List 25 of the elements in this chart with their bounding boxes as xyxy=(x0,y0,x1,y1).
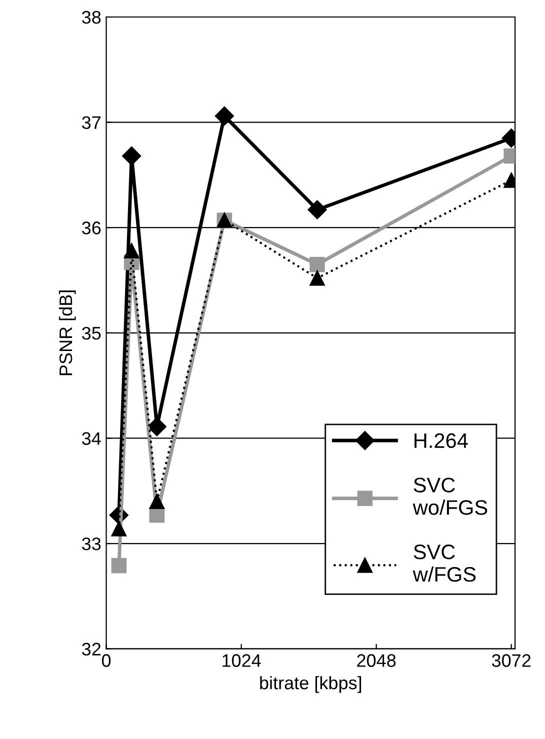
y-tick-label: 33 xyxy=(82,537,101,550)
point xyxy=(111,558,127,574)
y-axis-title: PSNR [dB] xyxy=(58,290,76,376)
point xyxy=(310,270,325,286)
y-tick-label: 35 xyxy=(82,326,101,340)
x-tick-label: 0 xyxy=(102,654,111,667)
y-tick-label: 32 xyxy=(82,642,101,656)
x-axis-title: bitrate [kbps] xyxy=(260,676,362,693)
point xyxy=(308,200,327,220)
y-tick-label: 38 xyxy=(82,10,101,24)
point xyxy=(124,243,140,258)
point xyxy=(149,494,165,510)
point xyxy=(310,256,325,272)
x-tick-label: 1024 xyxy=(222,654,261,667)
y-tick-label: 36 xyxy=(82,222,101,234)
x-tick-label: 2048 xyxy=(357,654,396,667)
legend-label: SVC wo/FGS xyxy=(412,478,488,515)
point xyxy=(214,106,234,126)
y-tick-label: 34 xyxy=(82,432,101,445)
y-tick-label: 37 xyxy=(82,116,101,130)
point xyxy=(111,521,127,536)
legend-label: SVC w/FGS xyxy=(412,544,476,582)
point xyxy=(122,146,142,166)
x-tick-label: 3072 xyxy=(492,654,531,667)
legend-label: H.264 xyxy=(414,433,468,448)
